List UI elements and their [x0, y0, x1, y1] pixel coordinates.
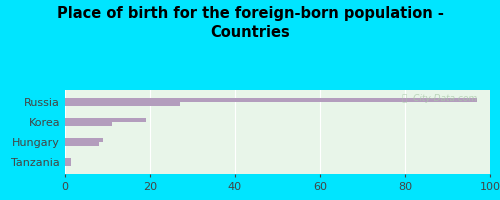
Bar [65, 158, 71, 162]
Bar [65, 98, 477, 102]
Text: ⓘ  City-Data.com: ⓘ City-Data.com [402, 94, 477, 103]
Bar [65, 102, 180, 106]
Bar [65, 138, 104, 142]
Bar [65, 118, 146, 122]
Text: Place of birth for the foreign-born population -
Countries: Place of birth for the foreign-born popu… [56, 6, 444, 40]
Bar [65, 162, 71, 166]
Bar [65, 142, 99, 146]
Bar [65, 122, 112, 126]
